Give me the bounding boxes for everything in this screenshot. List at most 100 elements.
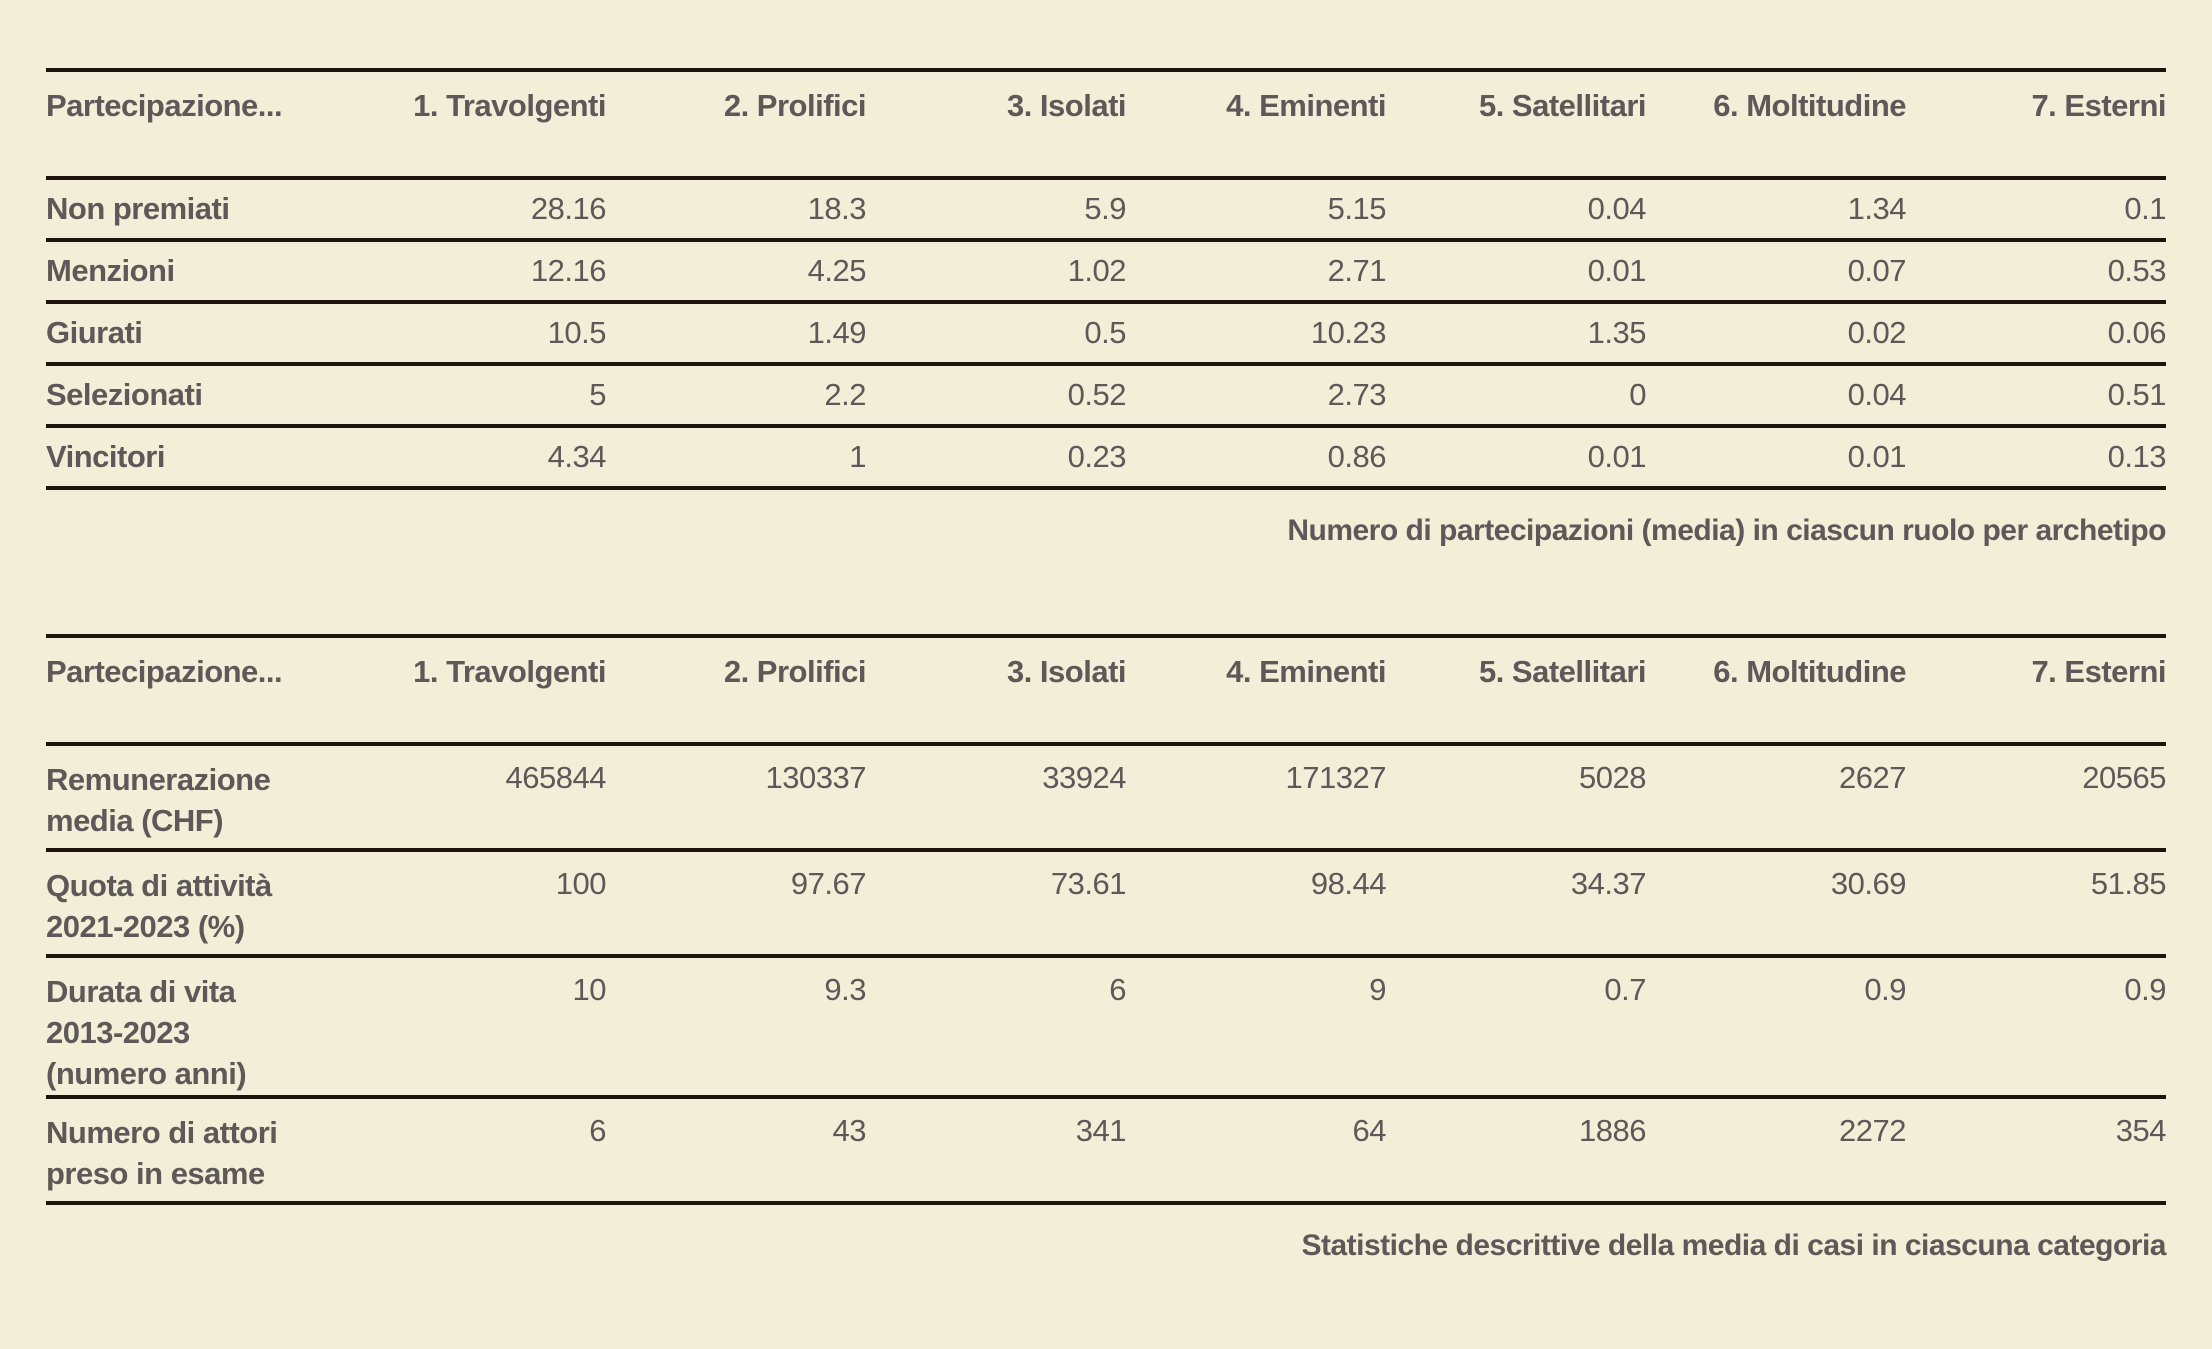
cell-value: 10.23 <box>1310 315 1387 350</box>
cell-value: 0.01 <box>1587 439 1647 474</box>
row-label: Giurati <box>46 315 143 350</box>
cell-value: 341 <box>1075 1112 1127 1148</box>
column-header-satellitari: 5. Satellitari <box>1478 88 1647 123</box>
row-label: Quota di attività 2021-2023 (%) <box>46 850 346 956</box>
cell-value: 0.1 <box>2124 191 2166 226</box>
table-caption: Numero di partecipazioni (media) in cias… <box>1287 514 2166 547</box>
column-header-prolifici: 2. Prolifici <box>723 654 867 689</box>
column-header-satellitari: 5. Satellitari <box>1478 654 1647 689</box>
column-header-eminenti: 4. Eminenti <box>1226 88 1386 123</box>
cell-value: 465844 <box>505 760 607 795</box>
participation-by-role-section: Partecipazione... 1. Travolgenti 2. Prol… <box>46 68 2167 548</box>
cell-value: 1.49 <box>807 315 867 350</box>
cell-value: 0.06 <box>2107 315 2167 350</box>
cell-value: 1.34 <box>1847 191 1907 226</box>
cell-value: 12.16 <box>530 253 607 288</box>
row-label: Durata di vita 2013-2023 (numero anni) <box>46 956 346 1097</box>
column-header-rowgroup: Partecipazione... <box>46 88 283 123</box>
cell-value: 0.51 <box>2107 377 2167 412</box>
row-label-line: Durata di vita <box>46 974 236 1009</box>
cell-value: 34.37 <box>1570 866 1647 901</box>
table-row-remunerazione: Remunerazione media (CHF) 465844 130337 … <box>46 744 2167 850</box>
cell-value: 4.34 <box>547 439 607 474</box>
cell-value: 64 <box>1352 1112 1387 1148</box>
row-label-line: media (CHF) <box>46 802 224 838</box>
table-row-numero-attori: Numero di attori preso in esame 6 43 341… <box>46 1097 2167 1203</box>
cell-value: 2627 <box>1839 760 1906 795</box>
cell-value: 171327 <box>1285 760 1387 795</box>
cell-value: 0.01 <box>1847 439 1907 474</box>
column-header-travolgenti: 1. Travolgenti <box>413 654 606 689</box>
column-header-moltitudine: 6. Moltitudine <box>1713 654 1906 689</box>
row-label-line: Remunerazione <box>46 762 271 797</box>
cell-value: 43 <box>832 1112 867 1148</box>
row-label-line: 2021-2023 (%) <box>46 908 245 944</box>
cell-value: 6 <box>589 1112 606 1148</box>
cell-value: 0.13 <box>2107 439 2167 474</box>
cell-value: 0.02 <box>1847 315 1907 350</box>
cell-value: 0.53 <box>2107 253 2167 288</box>
column-header-esterni: 7. Esterni <box>2031 88 2166 123</box>
cell-value: 51.85 <box>2090 866 2167 901</box>
table-row-vincitori: Vincitori 4.34 1 0.23 0.86 0.01 0.01 0.1… <box>46 426 2167 488</box>
participation-by-role-table: Partecipazione... 1. Travolgenti 2. Prol… <box>46 68 2167 490</box>
cell-value: 5.9 <box>1084 191 1126 226</box>
cell-value: 0.7 <box>1604 972 1646 1007</box>
cell-value: 5 <box>589 377 606 412</box>
cell-value: 10.5 <box>547 315 607 350</box>
cell-value: 6 <box>1109 972 1126 1007</box>
row-label: Menzioni <box>46 253 175 288</box>
cell-value: 2.2 <box>824 377 866 412</box>
cell-value: 0.23 <box>1067 439 1127 474</box>
cell-value: 1886 <box>1579 1112 1646 1148</box>
cell-value: 0.01 <box>1587 253 1647 288</box>
cell-value: 30.69 <box>1830 866 1907 901</box>
cell-value: 9.3 <box>824 972 866 1007</box>
cell-value: 10 <box>572 972 607 1007</box>
cell-value: 0.86 <box>1327 439 1387 474</box>
cell-value: 28.16 <box>530 191 607 226</box>
table-row-quota-attivita: Quota di attività 2021-2023 (%) 100 97.6… <box>46 850 2167 956</box>
column-header-travolgenti: 1. Travolgenti <box>413 88 606 123</box>
row-label: Selezionati <box>46 377 203 412</box>
row-label: Non premiati <box>46 191 230 226</box>
figure-tables: Partecipazione... 1. Travolgenti 2. Prol… <box>46 68 2167 1263</box>
cell-value: 0.9 <box>2124 972 2166 1007</box>
row-label: Remunerazione media (CHF) <box>46 744 346 850</box>
row-label-line: preso in esame <box>46 1155 265 1191</box>
table-row-non-premiati: Non premiati 28.16 18.3 5.9 5.15 0.04 1.… <box>46 178 2167 240</box>
cell-value: 33924 <box>1042 760 1126 795</box>
cell-value: 0.52 <box>1067 377 1127 412</box>
table-caption: Statistiche descrittive della media di c… <box>1301 1228 2166 1262</box>
column-header-rowgroup: Partecipazione... <box>46 654 283 689</box>
row-label-line: 2013-2023 <box>46 1014 190 1050</box>
column-header-prolifici: 2. Prolifici <box>723 88 867 123</box>
cell-value: 2272 <box>1839 1112 1906 1148</box>
column-header-isolati: 3. Isolati <box>1006 88 1127 123</box>
descriptive-stats-section: Partecipazione... 1. Travolgenti 2. Prol… <box>46 634 2167 1263</box>
row-label: Numero di attori preso in esame <box>46 1097 346 1203</box>
descriptive-stats-table: Partecipazione... 1. Travolgenti 2. Prol… <box>46 634 2167 1205</box>
cell-value: 130337 <box>765 760 867 795</box>
cell-value: 0.04 <box>1587 191 1647 226</box>
column-header-eminenti: 4. Eminenti <box>1226 654 1386 689</box>
cell-value: 5.15 <box>1327 191 1387 226</box>
cell-value: 9 <box>1369 972 1386 1007</box>
table-row-durata-vita: Durata di vita 2013-2023 (numero anni) 1… <box>46 956 2167 1097</box>
row-label: Vincitori <box>46 439 165 474</box>
table-header-row: Partecipazione... 1. Travolgenti 2. Prol… <box>46 636 2167 744</box>
cell-value: 0 <box>1629 377 1646 412</box>
cell-value: 1.35 <box>1587 315 1647 350</box>
cell-value: 100 <box>555 866 607 901</box>
table-row-menzioni: Menzioni 12.16 4.25 1.02 2.71 0.01 0.07 … <box>46 240 2167 302</box>
table-row-giurati: Giurati 10.5 1.49 0.5 10.23 1.35 0.02 0.… <box>46 302 2167 364</box>
cell-value: 0.07 <box>1847 253 1907 288</box>
cell-value: 18.3 <box>807 191 867 226</box>
cell-value: 2.71 <box>1327 253 1387 288</box>
cell-value: 5028 <box>1579 760 1646 795</box>
row-label-line: Quota di attività <box>46 868 272 903</box>
cell-value: 0.9 <box>1864 972 1906 1007</box>
cell-value: 1.02 <box>1067 253 1127 288</box>
row-label-line: (numero anni) <box>46 1055 247 1091</box>
cell-value: 2.73 <box>1327 377 1387 412</box>
